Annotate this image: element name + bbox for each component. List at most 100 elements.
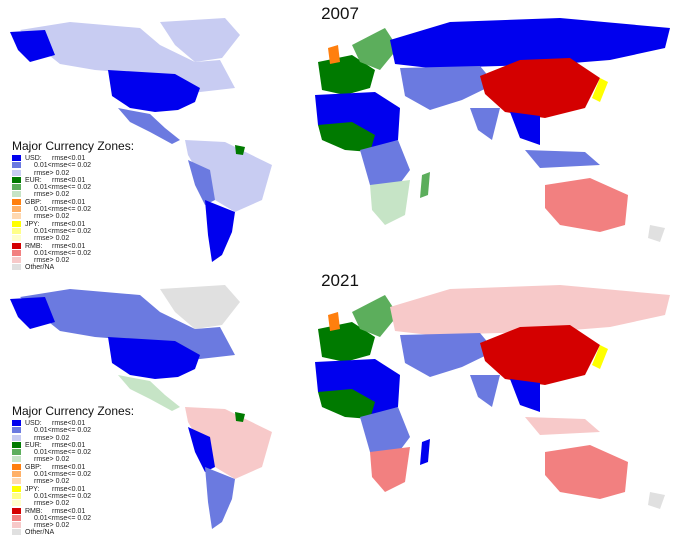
legend-swatch <box>12 485 21 492</box>
legend-entry-label: rmse> 0.02 <box>34 522 70 530</box>
region-guiana <box>235 145 245 155</box>
region-south-america-north <box>185 407 272 479</box>
region-uk <box>328 45 340 64</box>
legend-group-label: USD: <box>25 420 42 427</box>
region-south-america-north <box>185 140 272 212</box>
region-canada <box>20 22 235 92</box>
map-panel-2007: 2007 Major Currency Zones: USD: rmse<0.01… <box>0 0 680 271</box>
region-indonesia <box>525 150 600 168</box>
region-greenland <box>160 18 240 62</box>
legend-entry-label: 0.01<rmse<= 0.02 <box>34 227 92 235</box>
region-russia <box>390 285 670 335</box>
legend-group-eur: EUR: rmse<0.01 0.01<rmse<= 0.02 rmse> 0.0… <box>12 441 134 464</box>
legend-swatch <box>12 176 21 183</box>
region-india <box>470 108 500 140</box>
legend-entry-label: 0.01<rmse<= 0.02 <box>34 162 92 170</box>
region-new-zealand <box>648 492 665 509</box>
legend-entry-label: rmse> 0.02 <box>34 500 70 508</box>
legend-entry-label: rmse<0.01 <box>52 242 86 250</box>
legend-group-label: JPY: <box>25 220 40 228</box>
legend-group-label: EUR: <box>25 176 42 184</box>
legend-entry-label: rmse> 0.02 <box>34 169 70 177</box>
legend-group-eur: EUR: rmse<0.01 0.01<rmse<= 0.02 rmse> 0.0… <box>12 176 134 199</box>
legend-group-label: GBP: <box>25 198 42 206</box>
region-central-america <box>118 375 180 411</box>
legend-swatch <box>12 198 21 205</box>
legend-swatch <box>12 456 21 463</box>
region-se-asia <box>510 112 540 145</box>
region-china <box>480 58 600 118</box>
legend-entry-label: rmse> 0.02 <box>34 235 70 243</box>
legend-group-jpy: JPY: rmse<0.01 0.01<rmse<= 0.02 rmse> 0.0… <box>12 220 134 243</box>
legend-group-gbp: GBP: rmse<0.01 0.01<rmse<= 0.02 rmse> 0.0… <box>12 198 134 221</box>
legend-swatch <box>12 191 21 198</box>
legend-entry-label: rmse<0.01 <box>52 155 86 162</box>
region-new-zealand <box>648 225 665 242</box>
legend-entry-label: 0.01<rmse<= 0.02 <box>34 514 92 522</box>
legend-group-label: RMB: <box>25 507 43 515</box>
legend-entry-label: rmse<0.01 <box>52 485 86 493</box>
region-south-america-west <box>188 427 215 472</box>
region-guiana <box>235 412 245 422</box>
legend-entry-label: rmse<0.01 <box>52 420 86 427</box>
currency-legend-2007: Major Currency Zones: USD: rmse<0.01 0.01… <box>12 140 134 272</box>
legend-swatch <box>12 471 21 478</box>
legend-swatch <box>12 249 21 256</box>
region-australia <box>545 445 628 499</box>
legend-swatch <box>12 420 21 426</box>
legend-entry-label: rmse<0.01 <box>52 198 86 206</box>
region-africa-west <box>318 389 375 419</box>
region-europe-core <box>318 55 375 95</box>
legend-entry-label: rmse> 0.02 <box>34 478 70 486</box>
region-central-asia <box>400 66 495 110</box>
legend-swatch <box>12 478 21 485</box>
region-uk <box>328 312 340 331</box>
region-madagascar <box>420 172 430 198</box>
region-south-america-south <box>205 200 235 262</box>
region-greenland <box>160 285 240 329</box>
region-alaska <box>10 297 55 329</box>
region-africa-west <box>318 122 375 152</box>
region-china <box>480 325 600 385</box>
region-africa-central <box>360 140 410 190</box>
legend-swatch <box>12 463 21 470</box>
region-africa-south <box>370 447 410 492</box>
legend-swatch <box>12 227 21 234</box>
region-india <box>470 375 500 407</box>
region-europe-east <box>352 295 398 337</box>
legend-entry-label: 0.01<rmse<= 0.02 <box>34 427 92 435</box>
legend-other-label: Other/NA <box>25 264 55 272</box>
region-africa-central <box>360 407 410 457</box>
region-australia <box>545 178 628 232</box>
legend-group-gbp: GBP: rmse<0.01 0.01<rmse<= 0.02 rmse> 0.0… <box>12 463 134 486</box>
legend-entry-label: rmse> 0.02 <box>34 257 70 265</box>
legend-swatch <box>12 427 21 434</box>
world-map-2007 <box>10 18 670 262</box>
legend-group-label: JPY: <box>25 485 40 493</box>
legend-swatch <box>12 184 21 191</box>
world-map-2021 <box>10 285 670 529</box>
region-indonesia <box>525 417 600 435</box>
legend-swatch <box>12 206 21 213</box>
legend-group-label: RMB: <box>25 242 43 250</box>
currency-legend-2021: Major Currency Zones: USD: rmse<0.01 0.01… <box>12 405 134 537</box>
legend-swatch <box>12 257 21 264</box>
legend-group-label: USD: <box>25 155 42 162</box>
legend-entry-label: rmse> 0.02 <box>34 434 70 442</box>
legend-entry-label: 0.01<rmse<= 0.02 <box>34 206 92 214</box>
legend-swatch <box>12 235 21 242</box>
legend-entry-label: 0.01<rmse<= 0.02 <box>34 249 92 257</box>
region-usa <box>108 70 200 112</box>
legend-entry-label: rmse> 0.02 <box>34 456 70 464</box>
legend-entry-label: rmse<0.01 <box>52 441 86 449</box>
region-europe-east <box>352 28 398 70</box>
legend-swatch <box>12 500 21 507</box>
legend-group-rmb: RMB: rmse<0.01 0.01<rmse<= 0.02 rmse> 0.0… <box>12 507 134 530</box>
region-central-asia <box>400 333 495 377</box>
legend-entry-label: 0.01<rmse<= 0.02 <box>34 449 92 457</box>
legend-group-usd: USD: rmse<0.01 0.01<rmse<= 0.02 rmse> 0.0… <box>12 155 134 177</box>
legend-swatch <box>12 492 21 499</box>
region-south-america-south <box>205 467 235 529</box>
legend-group-label: EUR: <box>25 441 42 449</box>
legend-entry-label: rmse<0.01 <box>52 507 86 515</box>
